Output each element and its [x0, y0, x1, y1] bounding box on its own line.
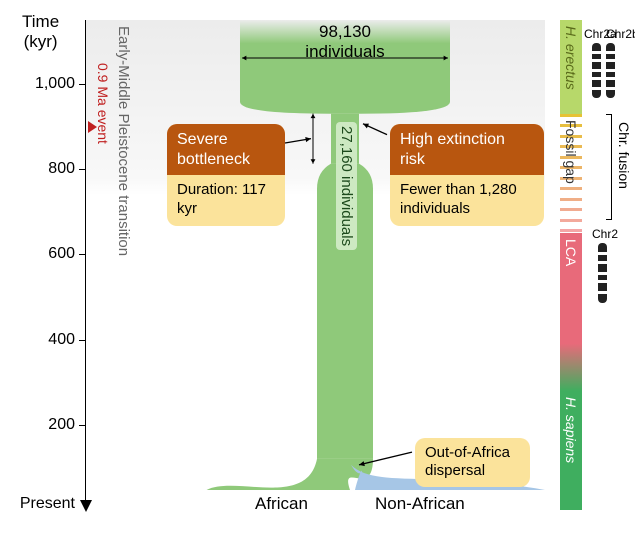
callout-arrows	[85, 20, 545, 510]
chr-fusion-bracket	[606, 114, 612, 221]
fossil-gap-tick	[560, 208, 582, 211]
fossil-gap-tick	[560, 229, 582, 232]
fossil-gap-tick	[560, 198, 582, 201]
y-tick-label: 200	[48, 416, 75, 434]
fossil-gap-tick	[560, 219, 582, 222]
species-segment-label: LCA	[563, 239, 579, 266]
y-tick-label: 800	[48, 160, 75, 178]
y-axis-title-line2: (kyr)	[22, 32, 59, 52]
present-label: Present	[20, 495, 75, 513]
fossil-gap-tick	[560, 114, 582, 117]
species-timeline-bar: H. erectus Fossil gap LCA H. sapiens	[560, 20, 582, 510]
chromosome-glyph	[592, 43, 601, 98]
chromosome-glyph	[606, 43, 615, 98]
chromosome-glyph	[598, 243, 607, 303]
y-axis-title-line1: Time	[22, 12, 59, 32]
fossil-gap-tick	[560, 187, 582, 190]
y-tick-label: 600	[48, 245, 75, 263]
species-segment-label: H. sapiens	[563, 397, 579, 463]
chr-fusion-label: Chr. fusion	[616, 122, 632, 189]
y-tick-label: 1,000	[35, 75, 75, 93]
nonafrican-label: Non-African	[375, 494, 465, 514]
plot-area: Early-Middle Pleistocene transition 0.9 …	[85, 20, 545, 510]
y-axis-title: Time (kyr)	[22, 12, 59, 53]
chromosome-label: Chr2b	[606, 27, 635, 41]
species-segment-label: H. erectus	[563, 26, 579, 90]
african-label: African	[255, 494, 308, 514]
species-segment-label: Fossil gap	[563, 120, 579, 184]
chromosome-label: Chr2	[592, 227, 618, 241]
y-tick-label: 400	[48, 331, 75, 349]
